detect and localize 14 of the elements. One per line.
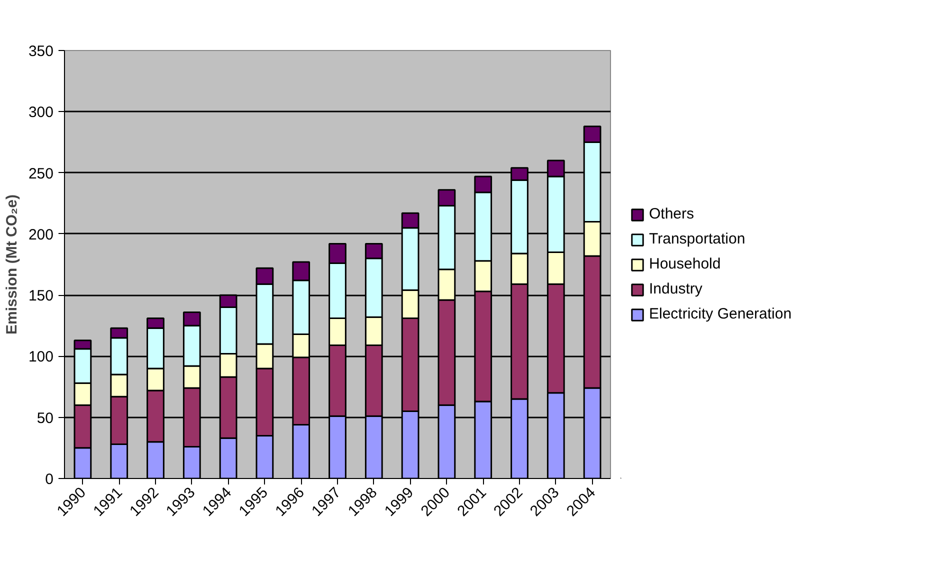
y-tick-label: 200	[28, 226, 54, 244]
y-tick-label: 250	[28, 165, 54, 182]
legend-label: Others	[649, 206, 694, 222]
y-tick-label: 150	[28, 288, 54, 305]
y-axis-title: Emission (Mt CO₂e)	[3, 194, 20, 335]
legend-label: Electricity Generation	[649, 306, 792, 322]
legend-label: Transportation	[649, 230, 746, 248]
legend-label: Industry	[649, 280, 702, 298]
y-tick-label: 50	[36, 410, 54, 427]
y-tick-label: 350	[28, 43, 54, 60]
y-tick-label: 0	[45, 471, 54, 488]
y-tick-label: 300	[28, 104, 54, 122]
legend-label: Household	[649, 256, 721, 272]
y-tick-label: 100	[28, 348, 54, 366]
